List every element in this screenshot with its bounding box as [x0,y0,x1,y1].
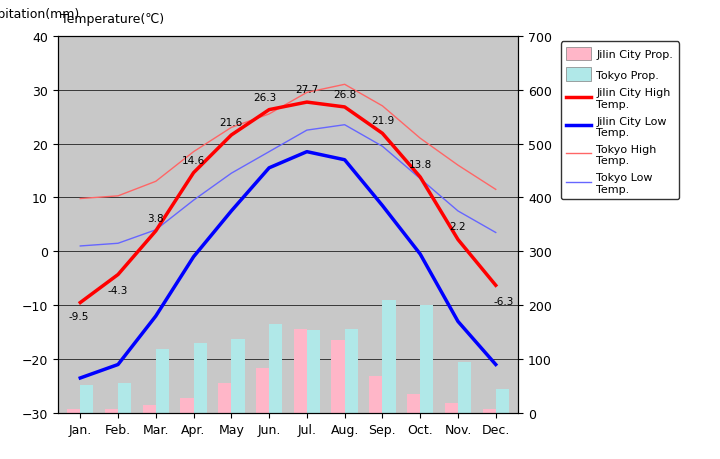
Bar [256,369,269,413]
Line: Jilin City Low
Temp.: Jilin City Low Temp. [80,152,496,378]
Tokyo Low
Temp. [265,150,274,155]
Bar [369,376,382,413]
Tokyo High
Temp. [492,187,500,193]
Tokyo Low
Temp. [492,230,500,236]
Jilin City Low
Temp. [416,252,425,257]
Tokyo Low
Temp. [416,176,425,182]
Tokyo High
Temp. [454,163,462,168]
Jilin City High
Temp. [454,237,462,243]
Tokyo High
Temp. [416,136,425,142]
Jilin City High
Temp. [227,133,235,139]
Legend: Jilin City Prop., Tokyo Prop., Jilin City High
Temp., Jilin City Low
Temp., Toky: Jilin City Prop., Tokyo Prop., Jilin Cit… [561,42,679,200]
Text: 13.8: 13.8 [408,160,432,169]
Jilin City Low
Temp. [76,375,84,381]
Jilin City High
Temp. [151,229,160,234]
Text: 21.9: 21.9 [371,116,394,126]
Text: -6.3: -6.3 [493,297,513,307]
Text: 21.6: 21.6 [220,118,243,128]
Bar [118,384,131,413]
Text: Precipitation(mm): Precipitation(mm) [0,8,80,21]
Bar [180,398,194,413]
Bar [382,300,396,413]
Jilin City High
Temp. [114,272,122,278]
Bar [345,330,358,413]
Jilin City High
Temp. [492,283,500,288]
Bar [458,362,471,413]
Text: 2.2: 2.2 [450,222,467,232]
Bar [67,409,80,413]
Tokyo Low
Temp. [151,228,160,233]
Bar [294,330,307,413]
Bar [218,383,231,413]
Line: Tokyo High
Temp.: Tokyo High Temp. [80,85,496,199]
Jilin City High
Temp. [265,107,274,113]
Bar [407,394,420,413]
Bar [307,330,320,413]
Bar [482,409,496,413]
Jilin City High
Temp. [76,300,84,306]
Text: 27.7: 27.7 [295,85,318,95]
Tokyo Low
Temp. [114,241,122,246]
Bar [445,403,458,413]
Jilin City High
Temp. [189,171,198,176]
Bar [105,409,118,413]
Bar [80,385,94,413]
Jilin City Low
Temp. [378,203,387,209]
Bar [496,389,509,413]
Bar [420,306,433,413]
Tokyo Low
Temp. [189,198,198,203]
Jilin City Low
Temp. [189,254,198,260]
Text: 26.3: 26.3 [253,92,277,102]
Bar [269,325,282,413]
Jilin City Low
Temp. [492,362,500,368]
Bar [194,343,207,413]
Jilin City High
Temp. [378,131,387,137]
Line: Jilin City High
Temp.: Jilin City High Temp. [80,103,496,303]
Tokyo High
Temp. [114,194,122,199]
Tokyo High
Temp. [265,112,274,118]
Tokyo High
Temp. [378,104,387,109]
Text: -4.3: -4.3 [108,285,128,296]
Jilin City Low
Temp. [114,362,122,368]
Jilin City Low
Temp. [227,209,235,214]
Tokyo Low
Temp. [454,209,462,214]
Bar [156,350,169,413]
Bar [331,341,345,413]
Tokyo High
Temp. [151,179,160,185]
Jilin City Low
Temp. [302,150,311,155]
Tokyo Low
Temp. [76,244,84,249]
Jilin City Low
Temp. [151,313,160,319]
Line: Tokyo Low
Temp.: Tokyo Low Temp. [80,125,496,246]
Text: -9.5: -9.5 [68,311,89,321]
Jilin City High
Temp. [341,105,349,111]
Jilin City High
Temp. [416,175,425,180]
Tokyo Low
Temp. [302,128,311,134]
Jilin City High
Temp. [302,100,311,106]
Tokyo High
Temp. [189,150,198,155]
Text: Temperature(℃): Temperature(℃) [61,13,164,26]
Text: 14.6: 14.6 [182,155,205,165]
Tokyo Low
Temp. [378,144,387,150]
Jilin City Low
Temp. [454,319,462,325]
Tokyo High
Temp. [302,90,311,96]
Tokyo Low
Temp. [341,123,349,128]
Text: 26.8: 26.8 [333,90,356,100]
Tokyo High
Temp. [76,196,84,202]
Bar [143,405,156,413]
Bar [231,339,245,413]
Jilin City Low
Temp. [265,166,274,171]
Text: 3.8: 3.8 [148,213,164,223]
Tokyo Low
Temp. [227,171,235,177]
Jilin City Low
Temp. [341,157,349,163]
Tokyo High
Temp. [341,82,349,88]
Tokyo High
Temp. [227,125,235,131]
